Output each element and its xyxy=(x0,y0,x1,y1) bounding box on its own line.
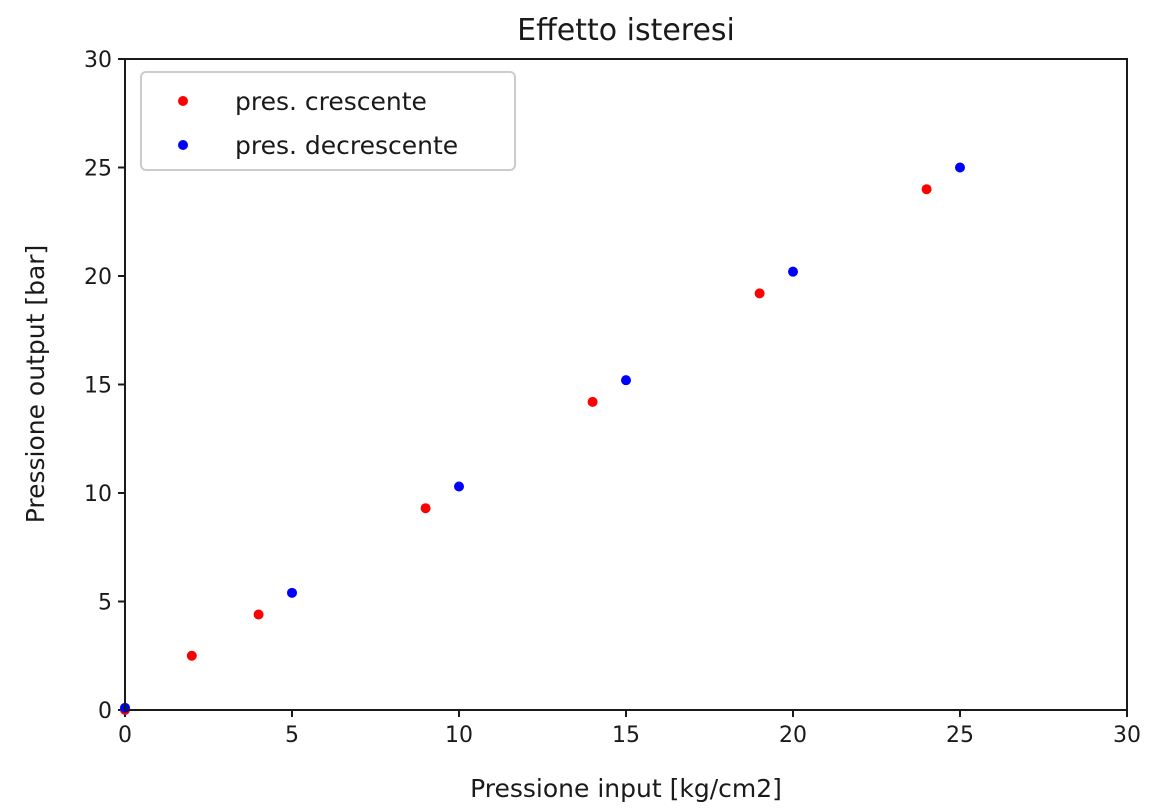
y-tick-label: 5 xyxy=(98,591,112,616)
x-tick-label: 0 xyxy=(118,723,132,748)
legend-box xyxy=(140,71,516,171)
legend-label: pres. decrescente xyxy=(235,131,458,160)
x-axis: 0 5 10 15 20 25 30 xyxy=(118,710,1141,748)
chart-title: Effetto isteresi xyxy=(517,13,735,48)
data-point-series-0 xyxy=(921,184,932,195)
x-axis-title: Pressione input [kg/cm2] xyxy=(470,774,782,803)
data-point-series-0 xyxy=(420,503,431,514)
data-point-series-0 xyxy=(186,650,197,661)
data-point-series-0 xyxy=(754,288,765,299)
x-tick-label: 5 xyxy=(285,723,299,748)
legend-marker xyxy=(178,140,188,150)
data-point-series-1 xyxy=(287,587,297,598)
data-point-series-1 xyxy=(955,162,965,173)
x-tick-label: 30 xyxy=(1113,723,1141,748)
data-point-series-1 xyxy=(788,266,798,277)
legend-marker xyxy=(178,96,188,106)
y-tick-label: 15 xyxy=(84,374,112,399)
data-point-series-0 xyxy=(253,609,264,620)
x-tick-label: 15 xyxy=(612,723,640,748)
y-tick-label: 10 xyxy=(84,482,112,507)
y-axis: 0 5 10 15 20 25 30 xyxy=(84,48,125,724)
x-tick-label: 20 xyxy=(779,723,807,748)
x-tick-label: 10 xyxy=(445,723,473,748)
plot-area-frame xyxy=(124,58,1128,711)
data-point-series-0 xyxy=(587,396,598,407)
y-tick-label: 30 xyxy=(84,48,112,73)
y-axis-title: Pressione output [bar] xyxy=(21,245,50,524)
data-point-series-1 xyxy=(454,481,464,492)
legend-label: pres. crescente xyxy=(235,87,427,116)
legend: pres. crescente pres. decrescente xyxy=(140,71,516,171)
y-tick-label: 0 xyxy=(98,699,112,724)
y-tick-label: 25 xyxy=(84,157,112,182)
x-tick-label: 25 xyxy=(946,723,974,748)
data-points xyxy=(120,162,965,715)
data-point-series-1 xyxy=(621,375,631,386)
y-tick-label: 20 xyxy=(84,265,112,290)
